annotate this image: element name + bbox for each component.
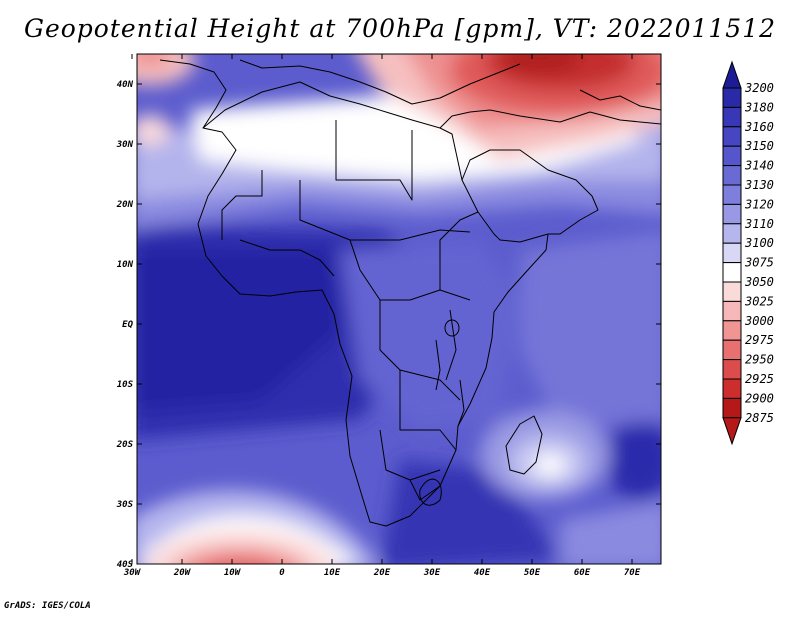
colorbar-label: 2950: [745, 353, 774, 367]
lon-tick-label: 50E: [524, 568, 541, 578]
lon-tick-label: 0: [279, 568, 285, 578]
colorbar-top-triangle: [722, 60, 742, 89]
lat-tick-label: 30N: [116, 140, 134, 150]
colorbar-swatch: [722, 165, 742, 186]
lat-tick-label: 40S: [117, 560, 134, 570]
colorbar-label: 2875: [745, 411, 774, 425]
colorbar-swatch: [722, 106, 742, 128]
credit-label: GrADS: IGES/COLA: [4, 601, 91, 611]
colorbar-swatch: [722, 397, 742, 419]
colorbar-label: 3200: [744, 81, 774, 95]
latitude-axis: 40N 30N 20N 10N EQ 10S 20S 30S 40S: [116, 80, 661, 570]
lat-tick-label: 30S: [116, 500, 134, 510]
lat-tick-label: 20S: [116, 440, 134, 450]
coastlines: [159, 59, 661, 527]
lon-tick-label: 30E: [423, 568, 441, 578]
colorbar-label: 3160: [744, 120, 774, 134]
colorbar-swatch: [722, 242, 742, 264]
colorbar-swatch: [722, 262, 742, 283]
colorbar-swatch: [722, 281, 742, 302]
lon-tick-label: 10W: [224, 568, 242, 578]
colorbar-swatch: [722, 300, 742, 322]
colorbar-label: 3100: [744, 236, 774, 250]
lat-tick-label: 10N: [117, 260, 134, 270]
colorbar-swatch: [722, 126, 742, 147]
colorbar-swatch: [722, 87, 742, 108]
colorbar: 3200 3180 3160 3150 3140 3130 3120 3110 3100 3075…: [722, 60, 774, 446]
lat-tick-label: 20N: [116, 200, 134, 210]
colorbar-label: 3130: [744, 178, 774, 192]
colorbar-swatch: [722, 184, 742, 205]
colorbar-swatch: [722, 378, 742, 399]
lat-tick-label: 10S: [117, 380, 134, 390]
colorbar-label: 3000: [744, 314, 774, 328]
height-field: [137, 54, 661, 564]
colorbar-swatch: [722, 359, 742, 380]
lon-tick-label: 10E: [324, 568, 341, 578]
colorbar-label: 3120: [744, 197, 774, 211]
lon-tick-label: 40E: [474, 568, 491, 578]
colorbar-swatch: [722, 203, 742, 225]
colorbar-label: 3110: [744, 217, 774, 231]
colorbar-label: 3140: [744, 159, 774, 173]
lon-tick-label: 20W: [173, 568, 192, 578]
plot-frame: [136, 53, 662, 565]
longitude-axis: 30W 20W 10W 0 10E 20E 30E 40E 50E 60E 70E: [123, 54, 641, 578]
chart-title: Geopotential Height at 700hPa [gpm], VT:…: [23, 14, 777, 43]
colorbar-label: 2975: [745, 333, 774, 347]
colorbar-swatch: [722, 339, 742, 361]
colorbar-swatch: [722, 223, 742, 244]
lon-tick-label: 70E: [624, 568, 641, 578]
lat-tick-label: 40N: [117, 80, 134, 90]
lat-tick-label: EQ: [122, 320, 133, 330]
colorbar-label: 3025: [744, 294, 774, 308]
lon-tick-label: 30W: [123, 568, 142, 578]
colorbar-label: 2925: [745, 372, 774, 386]
lon-tick-label: 20E: [373, 568, 391, 578]
lon-tick-label: 60E: [574, 568, 591, 578]
colorbar-swatch: [722, 320, 742, 341]
colorbar-bottom-triangle: [722, 417, 742, 446]
colorbar-swatch: [722, 145, 742, 167]
colorbar-label: 2900: [745, 391, 774, 405]
colorbar-label: 3180: [744, 100, 774, 114]
colorbar-label: 3075: [744, 256, 774, 270]
colorbar-label: 3050: [744, 275, 774, 289]
colorbar-label: 3150: [744, 139, 774, 153]
